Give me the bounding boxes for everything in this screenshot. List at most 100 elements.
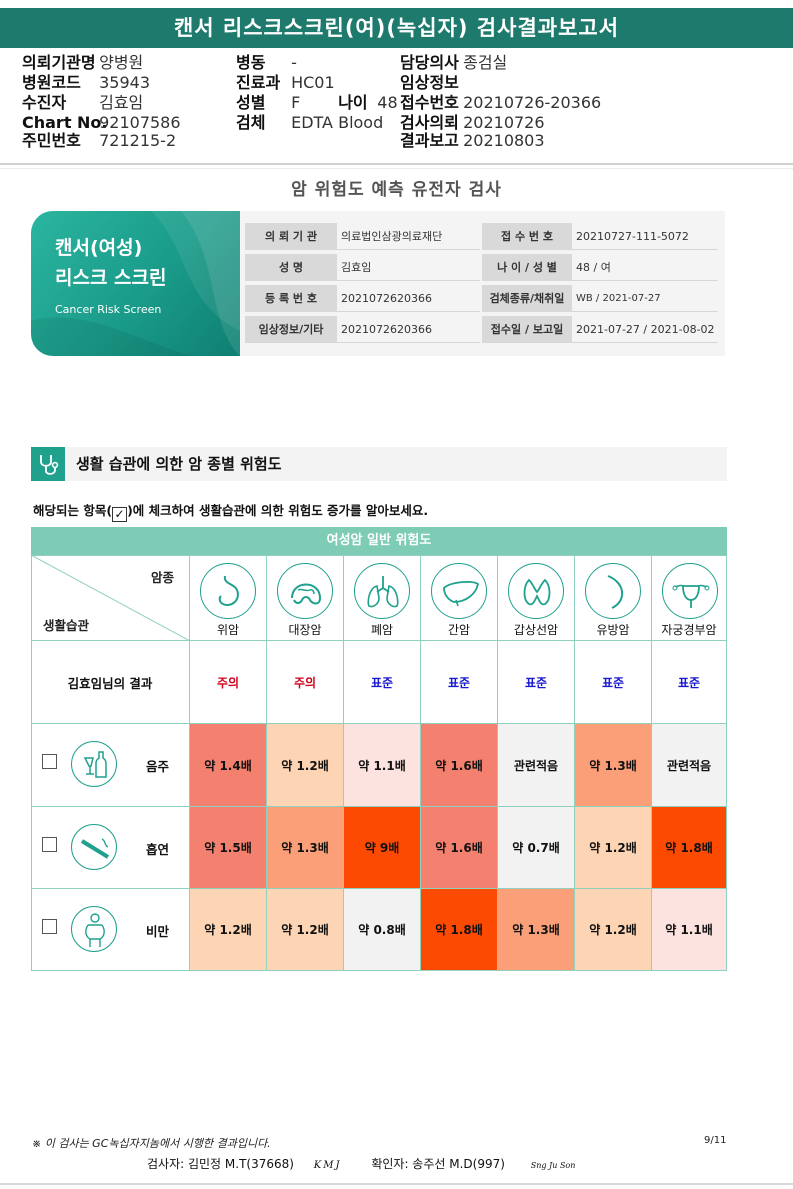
- header-value: 721215-2: [99, 131, 177, 150]
- result-label-cell: 김효임님의 결과: [31, 641, 190, 724]
- risk-value: 약 1.6배: [435, 841, 483, 855]
- risk-value: 약 1.2배: [281, 923, 329, 937]
- colon-icon: [277, 563, 333, 619]
- header-key: 접수번호: [400, 93, 459, 112]
- header-row: 검사의뢰 20210726: [400, 113, 545, 132]
- risk-value: 약 1.4배: [204, 758, 252, 773]
- risk-value: 약 0.8배: [358, 923, 406, 937]
- corner-diagonal: [31, 555, 190, 641]
- result-value: 표준: [677, 675, 701, 690]
- header-value: 20210726: [463, 113, 545, 132]
- risk-cell: 관련적음: [498, 724, 575, 807]
- info-table: 의 뢰 기 관 의료법인삼광의료재단 접 수 번 호 20210727-111-…: [240, 211, 725, 356]
- obesity-checkbox[interactable]: [42, 919, 57, 934]
- cancer-header-cervix: 자궁경부암: [652, 555, 727, 641]
- result-value: 주의: [293, 675, 317, 690]
- header-key: 검체: [236, 113, 266, 132]
- alcohol-icon: [71, 741, 117, 787]
- cancer-name: 폐암: [370, 623, 394, 637]
- header-value: 김효임: [99, 93, 144, 112]
- risk-cell: 약 1.2배: [190, 889, 267, 971]
- liver-icon: [431, 563, 487, 619]
- header-key: 임상정보: [400, 73, 459, 92]
- result-cell: 표준: [344, 641, 421, 724]
- check-mark-icon: ✓: [112, 507, 128, 522]
- info-key: 성 명: [245, 254, 337, 281]
- confirmer: 확인자: 송주선 M.D(997): [371, 1157, 505, 1171]
- header-row: 성별 F 나이 48: [236, 93, 398, 112]
- header-key: 주민번호: [22, 131, 81, 150]
- risk-value: 관련적음: [666, 758, 712, 773]
- result-cell: 표준: [421, 641, 498, 724]
- cancer-header-thyroid: 갑상선암: [498, 555, 575, 641]
- header-row: 담당의사 종검실: [400, 53, 507, 72]
- corner-top-label: 암종: [151, 570, 175, 585]
- page-number: 9/11: [704, 1135, 727, 1146]
- result-value: 주의: [216, 675, 240, 690]
- risk-cell: 약 1.8배: [421, 889, 498, 971]
- risk-cell: 약 1.5배: [190, 807, 267, 889]
- info-key: 접수일 / 보고일: [482, 316, 572, 343]
- habit-label: 비만: [146, 924, 170, 939]
- result-value: 표준: [447, 675, 471, 690]
- header-row: 임상정보: [400, 73, 463, 92]
- info-key: 검체종류/채취일: [482, 285, 572, 312]
- result-value: 표준: [370, 675, 394, 690]
- header-row: 수진자 김효임: [22, 93, 143, 112]
- risk-cell: 약 0.8배: [344, 889, 421, 971]
- result-cell: 표준: [575, 641, 652, 724]
- habit-label: 음주: [146, 759, 170, 774]
- age-key: 나이: [338, 93, 368, 112]
- cancer-header-breast: 유방암: [575, 555, 652, 641]
- uterus-icon: [662, 563, 718, 619]
- smoking-checkbox[interactable]: [42, 837, 57, 852]
- stomach-icon: [200, 563, 256, 619]
- risk-table: 암종 생활습관 위암 대장암 폐암 간암 갑상선암 유방암: [31, 555, 727, 971]
- header-value: 양병원: [99, 53, 144, 72]
- section-header: 생활 습관에 의한 암 종별 위험도: [31, 447, 727, 481]
- age-value: 48: [377, 93, 398, 112]
- result-value: 표준: [601, 675, 625, 690]
- hero-title-line2: 리스크 스크린: [55, 267, 167, 289]
- cancer-header-colon: 대장암: [267, 555, 344, 641]
- hero-title-line1: 캔서(여성): [55, 237, 143, 259]
- header-row: 결과보고 20210803: [400, 131, 545, 150]
- risk-value: 약 1.5배: [204, 841, 252, 855]
- cancer-name: 자궁경부암: [661, 623, 717, 637]
- header-value: F: [291, 93, 301, 112]
- risk-cell: 약 1.2배: [575, 807, 652, 889]
- risk-cell: 약 1.2배: [267, 724, 344, 807]
- risk-value: 약 1.6배: [435, 758, 483, 773]
- risk-value: 약 1.8배: [435, 923, 483, 937]
- alcohol-checkbox[interactable]: [42, 754, 57, 769]
- smoking-icon: [71, 824, 117, 870]
- risk-cell: 약 1.2배: [575, 889, 652, 971]
- hero-decoration: [31, 211, 240, 356]
- habit-label-cell: 흡연: [31, 807, 190, 889]
- table-header: 여성암 일반 위험도: [31, 527, 727, 555]
- result-cell: 표준: [498, 641, 575, 724]
- risk-value: 약 0.7배: [512, 841, 560, 855]
- risk-value: 약 1.3배: [512, 923, 560, 937]
- lung-icon: [354, 563, 410, 619]
- header-key: 의뢰기관명: [22, 53, 96, 72]
- header-value: 35943: [99, 73, 150, 92]
- header-row: Chart No. 92107586: [22, 113, 181, 132]
- stethoscope-icon: [31, 447, 65, 481]
- cancer-header-stomach: 위암: [190, 555, 267, 641]
- footer-divider: [0, 1183, 793, 1185]
- section-title: 생활 습관에 의한 암 종별 위험도: [76, 455, 282, 473]
- cancer-name: 대장암: [288, 623, 322, 637]
- risk-value: 약 1.3배: [281, 841, 329, 855]
- risk-cell: 약 1.1배: [652, 889, 727, 971]
- info-value: WB / 2021-07-27: [572, 285, 718, 312]
- header-row: 병동 -: [236, 53, 297, 72]
- risk-cell: 약 1.3배: [498, 889, 575, 971]
- risk-cell: 약 1.3배: [267, 807, 344, 889]
- risk-cell: 약 1.4배: [190, 724, 267, 807]
- confirmer-signature: Sng Ju Son: [530, 1161, 576, 1170]
- header-row: 주민번호 721215-2: [22, 131, 176, 150]
- info-key: 등 록 번 호: [245, 285, 337, 312]
- corner-bottom-label: 생활습관: [43, 618, 90, 633]
- risk-cell: 약 1.6배: [421, 807, 498, 889]
